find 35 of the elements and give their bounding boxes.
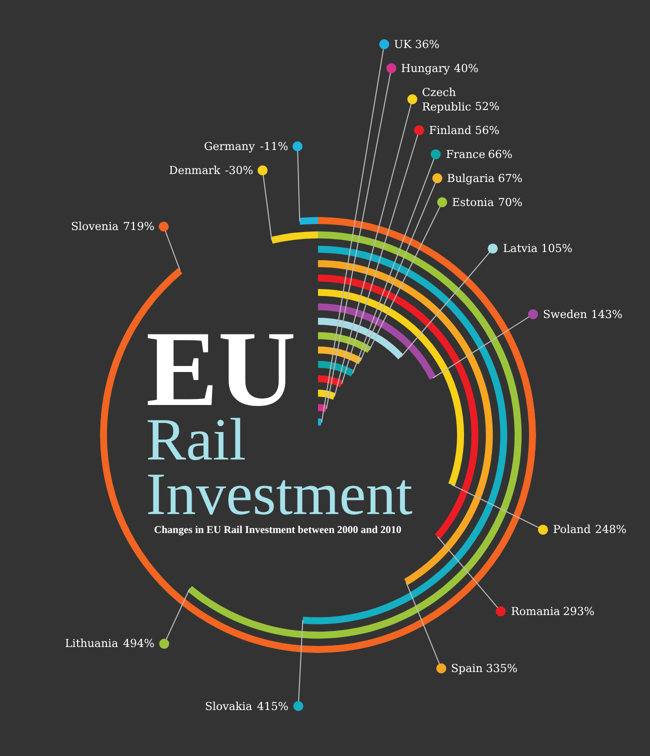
category-label: Germany	[204, 140, 256, 153]
category-label: Spain	[451, 662, 483, 675]
data-label: 494%	[123, 637, 154, 650]
category-label: Poland	[553, 523, 591, 536]
data-label: 70%	[498, 196, 522, 209]
data-label: -11%	[260, 140, 288, 153]
data-label: 335%	[486, 662, 518, 675]
category-label: Denmark	[169, 164, 221, 177]
category-label: Hungary	[401, 62, 451, 75]
data-label: 719%	[123, 220, 154, 233]
category-label: Czech Republic	[422, 86, 472, 114]
category-label: Estonia	[452, 196, 494, 209]
category-label: France	[446, 148, 486, 161]
data-label: 415%	[257, 700, 288, 713]
category-label: Sweden	[543, 308, 588, 321]
data-label: -30%	[225, 164, 254, 177]
data-label: 105%	[541, 242, 572, 255]
data-label: 293%	[563, 605, 594, 618]
data-label: 56%	[475, 124, 500, 137]
data-label: 66%	[488, 148, 512, 161]
category-label: UK	[394, 38, 412, 51]
data-label: 143%	[591, 308, 622, 321]
data-label: 67%	[498, 172, 522, 185]
category-label: Slovenia	[71, 220, 120, 233]
category-label: Romania	[511, 605, 560, 618]
category-label: Latvia	[503, 242, 538, 255]
data-label: 36%	[415, 38, 440, 51]
data-label: 40%	[454, 62, 478, 75]
category-label: Finland	[429, 124, 472, 137]
category-label: Slovakia	[205, 700, 253, 713]
data-label: 248%	[595, 523, 626, 536]
category-label: Bulgaria	[447, 172, 496, 185]
data-label: 52%	[475, 100, 500, 113]
text: Changes in EU Rail Investment between 2000 and 2010	[154, 525, 402, 536]
category-label: Lithuania	[65, 637, 119, 650]
